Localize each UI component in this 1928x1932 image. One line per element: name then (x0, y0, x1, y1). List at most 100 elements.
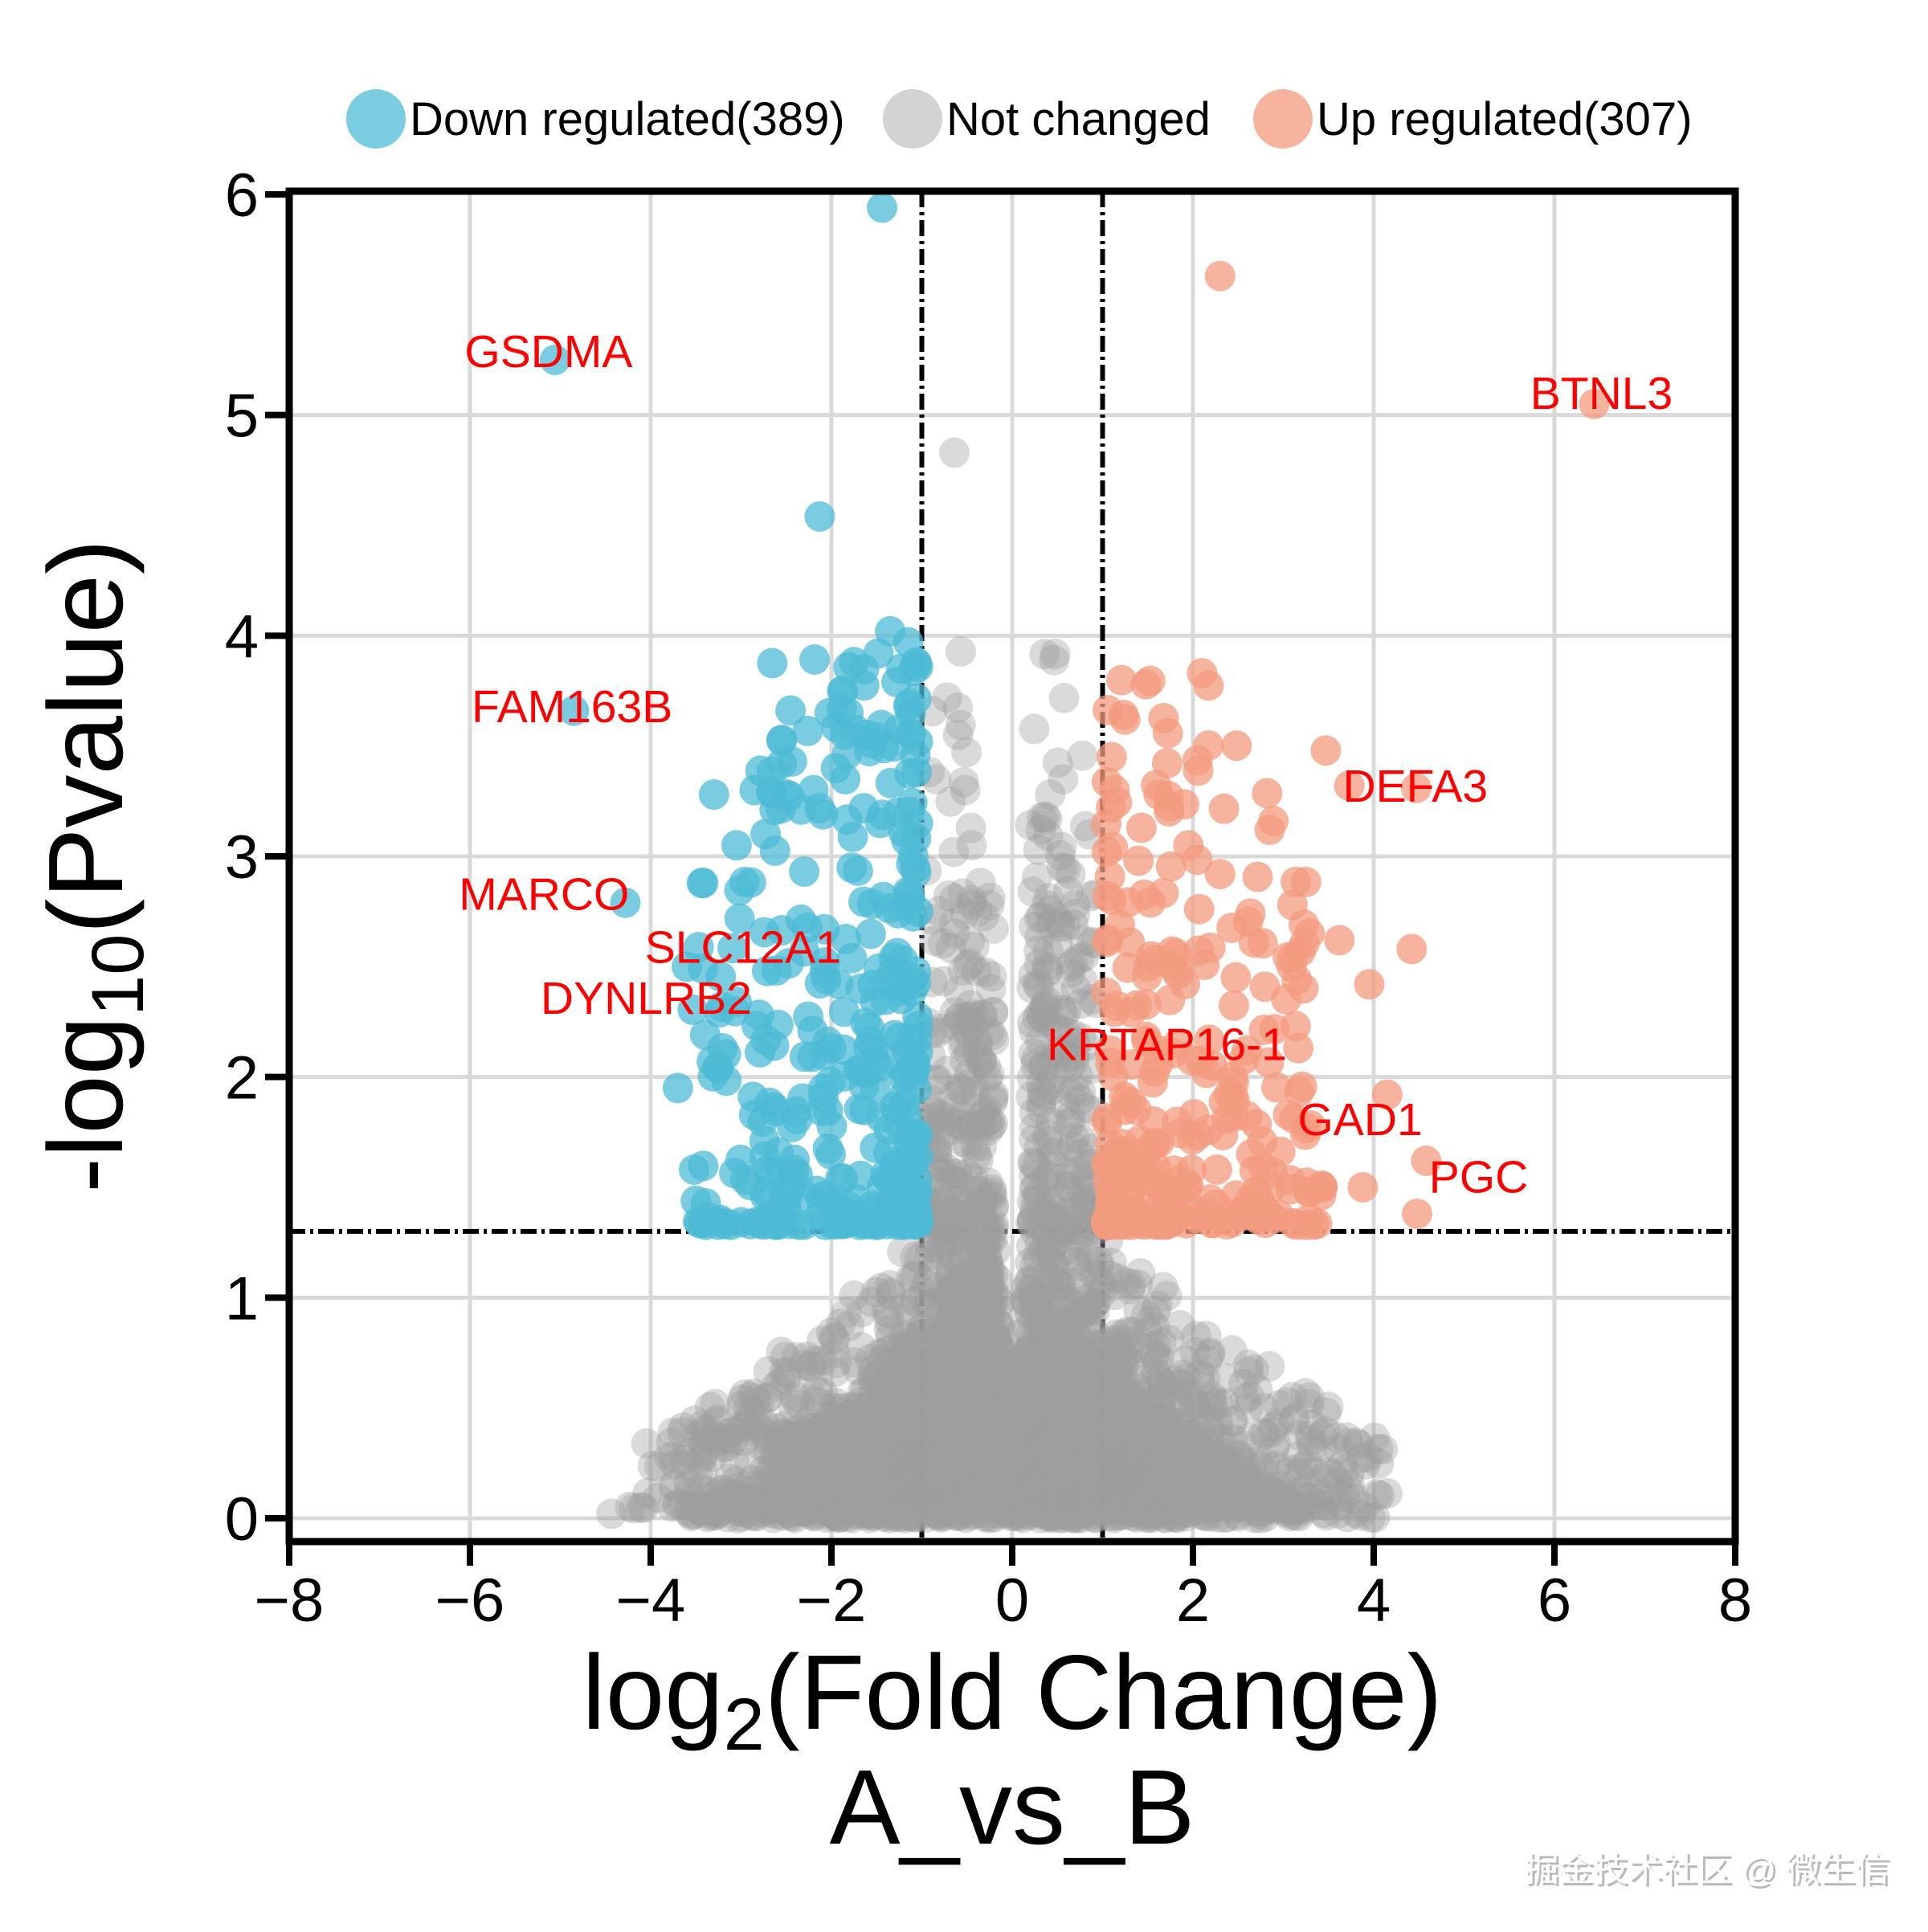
point-not-changed (1101, 1329, 1133, 1360)
point-up-regulated (1148, 877, 1179, 909)
point-not-changed (1057, 1492, 1089, 1523)
point-not-changed (1126, 1484, 1158, 1515)
point-not-changed (1005, 1412, 1036, 1444)
point-not-changed (935, 1426, 966, 1457)
point-not-changed (1003, 1476, 1034, 1506)
point-not-changed (930, 1420, 961, 1452)
point-not-changed (1082, 1470, 1113, 1501)
point-not-changed (930, 1231, 962, 1262)
point-down-regulated (884, 1111, 916, 1142)
point-not-changed (929, 1379, 959, 1411)
point-not-changed (855, 1493, 886, 1524)
point-up-regulated (1221, 730, 1252, 762)
point-not-changed (1025, 1417, 1056, 1448)
point-not-changed (753, 1436, 784, 1468)
point-not-changed (870, 1336, 901, 1367)
point-up-regulated (1238, 927, 1269, 958)
point-not-changed (815, 1428, 846, 1460)
point-not-changed (851, 1399, 882, 1430)
point-not-changed (1047, 1383, 1078, 1414)
point-not-changed (1058, 1502, 1089, 1534)
point-not-changed (999, 1490, 1030, 1522)
point-not-changed (966, 1343, 997, 1374)
point-not-changed (1111, 1461, 1142, 1492)
point-not-changed (1076, 1428, 1107, 1458)
point-not-changed (1153, 1481, 1184, 1512)
point-not-changed (961, 1264, 992, 1295)
point-not-changed (999, 1499, 1030, 1530)
point-not-changed (1052, 1362, 1083, 1394)
point-not-changed (1022, 1242, 1053, 1272)
point-not-changed (1129, 1403, 1160, 1435)
point-not-changed (1166, 1408, 1198, 1440)
point-not-changed (940, 1397, 971, 1428)
point-not-changed (949, 1297, 980, 1327)
point-not-changed (999, 1440, 1031, 1471)
point-not-changed (986, 1368, 1018, 1399)
point-not-changed (940, 1272, 971, 1303)
point-not-changed (933, 1488, 964, 1519)
point-not-changed (1256, 1477, 1288, 1509)
point-down-regulated (812, 1133, 844, 1164)
point-not-changed (1322, 1498, 1354, 1530)
point-not-changed (978, 1338, 1008, 1370)
point-not-changed (986, 1472, 1018, 1504)
point-not-changed (1048, 1348, 1079, 1379)
point-not-changed (1045, 1369, 1076, 1400)
point-not-changed (923, 1500, 954, 1531)
point-not-changed (1059, 1423, 1090, 1455)
point-not-changed (810, 1483, 841, 1514)
point-not-changed (1135, 1437, 1166, 1468)
point-not-changed (1109, 1367, 1141, 1399)
point-not-changed (1032, 1360, 1064, 1391)
point-not-changed (823, 1429, 855, 1460)
point-not-changed (934, 1495, 966, 1526)
point-not-changed (735, 1500, 766, 1531)
point-up-regulated (1092, 926, 1123, 958)
point-not-changed (872, 1454, 904, 1485)
point-up-regulated (1258, 806, 1289, 837)
point-not-changed (1027, 1426, 1058, 1456)
point-not-changed (1023, 1439, 1054, 1470)
point-not-changed (869, 1423, 901, 1454)
point-not-changed (1116, 1460, 1147, 1491)
point-not-changed (1026, 1309, 1057, 1340)
point-not-changed (898, 1485, 929, 1516)
point-not-changed (1093, 1489, 1125, 1520)
point-not-changed (1037, 1500, 1068, 1531)
point-not-changed (808, 1452, 839, 1484)
point-not-changed (1176, 1428, 1207, 1459)
point-not-changed (1053, 1497, 1084, 1528)
point-not-changed (978, 1485, 1010, 1517)
point-not-changed (845, 1387, 876, 1418)
point-not-changed (949, 1383, 980, 1415)
point-not-changed (852, 1444, 883, 1476)
point-not-changed (775, 1489, 807, 1521)
point-not-changed (930, 1463, 962, 1494)
point-not-changed (852, 1429, 883, 1460)
point-not-changed (1026, 1307, 1057, 1338)
point-not-changed (994, 1471, 1025, 1502)
point-not-changed (952, 1398, 982, 1429)
point-not-changed (833, 1493, 864, 1524)
point-not-changed (909, 1491, 940, 1522)
point-not-changed (1055, 1454, 1086, 1485)
point-not-changed (1111, 1466, 1142, 1497)
point-not-changed (889, 1447, 921, 1478)
point-not-changed (967, 1415, 999, 1446)
point-not-changed (1200, 1468, 1232, 1500)
point-not-changed (1046, 852, 1077, 883)
point-not-changed (628, 1493, 660, 1523)
point-not-changed (970, 1285, 1001, 1316)
point-not-changed (888, 1466, 920, 1497)
x-tick-label: 0 (995, 1566, 1029, 1635)
point-not-changed (1126, 1461, 1157, 1493)
point-not-changed (893, 1440, 924, 1472)
point-not-changed (992, 1392, 1023, 1423)
point-not-changed (1137, 1401, 1168, 1432)
point-not-changed (928, 1288, 959, 1319)
point-not-changed (927, 1374, 958, 1405)
point-not-changed (1150, 1402, 1182, 1433)
point-not-changed (1060, 1357, 1090, 1388)
point-not-changed (1126, 1430, 1158, 1461)
